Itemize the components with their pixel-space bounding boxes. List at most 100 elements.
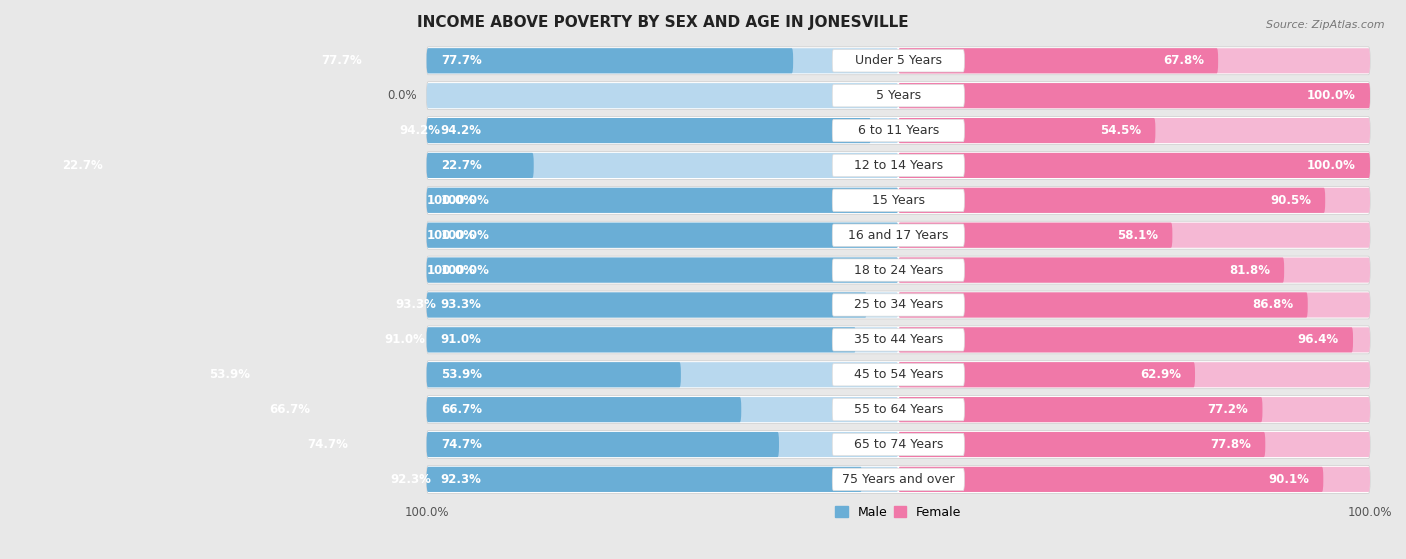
Text: 86.8%: 86.8% bbox=[1253, 299, 1294, 311]
FancyBboxPatch shape bbox=[426, 118, 898, 143]
FancyBboxPatch shape bbox=[426, 292, 898, 318]
FancyBboxPatch shape bbox=[832, 50, 965, 72]
FancyBboxPatch shape bbox=[426, 222, 898, 248]
FancyBboxPatch shape bbox=[426, 221, 1369, 249]
FancyBboxPatch shape bbox=[898, 397, 1369, 422]
FancyBboxPatch shape bbox=[426, 117, 1369, 145]
FancyBboxPatch shape bbox=[426, 188, 898, 213]
Text: 74.7%: 74.7% bbox=[441, 438, 482, 451]
FancyBboxPatch shape bbox=[426, 151, 1369, 179]
FancyBboxPatch shape bbox=[832, 259, 965, 281]
FancyBboxPatch shape bbox=[898, 153, 1369, 178]
Text: 65 to 74 Years: 65 to 74 Years bbox=[853, 438, 943, 451]
FancyBboxPatch shape bbox=[832, 189, 965, 211]
FancyBboxPatch shape bbox=[898, 153, 1369, 178]
FancyBboxPatch shape bbox=[426, 186, 1369, 214]
Text: 81.8%: 81.8% bbox=[1229, 264, 1270, 277]
Text: 18 to 24 Years: 18 to 24 Years bbox=[853, 264, 943, 277]
FancyBboxPatch shape bbox=[898, 48, 1218, 73]
Text: 22.7%: 22.7% bbox=[62, 159, 103, 172]
Text: 77.7%: 77.7% bbox=[441, 54, 481, 67]
Text: 5 Years: 5 Years bbox=[876, 89, 921, 102]
FancyBboxPatch shape bbox=[426, 222, 898, 248]
FancyBboxPatch shape bbox=[832, 294, 965, 316]
FancyBboxPatch shape bbox=[898, 258, 1369, 283]
Text: 66.7%: 66.7% bbox=[270, 403, 311, 416]
FancyBboxPatch shape bbox=[898, 188, 1326, 213]
Text: 53.9%: 53.9% bbox=[209, 368, 250, 381]
FancyBboxPatch shape bbox=[426, 432, 898, 457]
Text: 91.0%: 91.0% bbox=[384, 333, 425, 347]
Text: 100.0%: 100.0% bbox=[426, 194, 475, 207]
FancyBboxPatch shape bbox=[832, 399, 965, 421]
FancyBboxPatch shape bbox=[832, 120, 965, 142]
Text: 90.5%: 90.5% bbox=[1270, 194, 1310, 207]
FancyBboxPatch shape bbox=[426, 467, 862, 492]
Text: 58.1%: 58.1% bbox=[1118, 229, 1159, 241]
Text: 75 Years and over: 75 Years and over bbox=[842, 473, 955, 486]
FancyBboxPatch shape bbox=[426, 466, 1369, 494]
FancyBboxPatch shape bbox=[898, 118, 1369, 143]
FancyBboxPatch shape bbox=[898, 292, 1369, 318]
Text: 54.5%: 54.5% bbox=[1099, 124, 1142, 137]
FancyBboxPatch shape bbox=[426, 292, 866, 318]
Text: 16 and 17 Years: 16 and 17 Years bbox=[848, 229, 949, 241]
Text: 92.3%: 92.3% bbox=[391, 473, 432, 486]
FancyBboxPatch shape bbox=[898, 83, 1369, 108]
FancyBboxPatch shape bbox=[898, 222, 1369, 248]
FancyBboxPatch shape bbox=[426, 362, 681, 387]
Text: 77.7%: 77.7% bbox=[322, 54, 363, 67]
FancyBboxPatch shape bbox=[898, 432, 1265, 457]
Text: 15 Years: 15 Years bbox=[872, 194, 925, 207]
FancyBboxPatch shape bbox=[832, 84, 965, 107]
FancyBboxPatch shape bbox=[426, 153, 534, 178]
FancyBboxPatch shape bbox=[426, 362, 898, 387]
FancyBboxPatch shape bbox=[832, 468, 965, 491]
Text: 93.3%: 93.3% bbox=[441, 299, 482, 311]
FancyBboxPatch shape bbox=[426, 396, 1369, 424]
Text: 12 to 14 Years: 12 to 14 Years bbox=[853, 159, 943, 172]
Text: 100.0%: 100.0% bbox=[1308, 159, 1355, 172]
Text: 91.0%: 91.0% bbox=[441, 333, 482, 347]
Text: 100.0%: 100.0% bbox=[426, 264, 475, 277]
Text: 92.3%: 92.3% bbox=[441, 473, 482, 486]
FancyBboxPatch shape bbox=[426, 328, 898, 352]
FancyBboxPatch shape bbox=[898, 83, 1369, 108]
Text: Under 5 Years: Under 5 Years bbox=[855, 54, 942, 67]
Text: 55 to 64 Years: 55 to 64 Years bbox=[853, 403, 943, 416]
Text: 100.0%: 100.0% bbox=[441, 229, 489, 241]
Text: 100.0%: 100.0% bbox=[426, 229, 475, 241]
FancyBboxPatch shape bbox=[898, 222, 1173, 248]
FancyBboxPatch shape bbox=[426, 291, 1369, 319]
Text: 93.3%: 93.3% bbox=[395, 299, 436, 311]
FancyBboxPatch shape bbox=[426, 48, 898, 73]
FancyBboxPatch shape bbox=[898, 362, 1369, 387]
FancyBboxPatch shape bbox=[426, 361, 1369, 389]
Text: 35 to 44 Years: 35 to 44 Years bbox=[853, 333, 943, 347]
FancyBboxPatch shape bbox=[426, 467, 898, 492]
FancyBboxPatch shape bbox=[426, 48, 793, 73]
Text: 0.0%: 0.0% bbox=[388, 89, 418, 102]
Text: 45 to 54 Years: 45 to 54 Years bbox=[853, 368, 943, 381]
Text: 22.7%: 22.7% bbox=[441, 159, 481, 172]
Text: 90.1%: 90.1% bbox=[1268, 473, 1309, 486]
Text: 66.7%: 66.7% bbox=[441, 403, 482, 416]
FancyBboxPatch shape bbox=[426, 118, 870, 143]
FancyBboxPatch shape bbox=[898, 48, 1369, 73]
FancyBboxPatch shape bbox=[426, 256, 1369, 284]
FancyBboxPatch shape bbox=[426, 328, 856, 352]
FancyBboxPatch shape bbox=[426, 82, 1369, 110]
FancyBboxPatch shape bbox=[426, 83, 898, 108]
Text: 96.4%: 96.4% bbox=[1298, 333, 1339, 347]
FancyBboxPatch shape bbox=[898, 467, 1323, 492]
FancyBboxPatch shape bbox=[832, 224, 965, 247]
FancyBboxPatch shape bbox=[898, 397, 1263, 422]
FancyBboxPatch shape bbox=[898, 432, 1369, 457]
FancyBboxPatch shape bbox=[832, 363, 965, 386]
FancyBboxPatch shape bbox=[426, 397, 741, 422]
Text: 6 to 11 Years: 6 to 11 Years bbox=[858, 124, 939, 137]
FancyBboxPatch shape bbox=[898, 328, 1369, 352]
Text: 77.2%: 77.2% bbox=[1208, 403, 1249, 416]
FancyBboxPatch shape bbox=[832, 329, 965, 351]
FancyBboxPatch shape bbox=[898, 188, 1369, 213]
